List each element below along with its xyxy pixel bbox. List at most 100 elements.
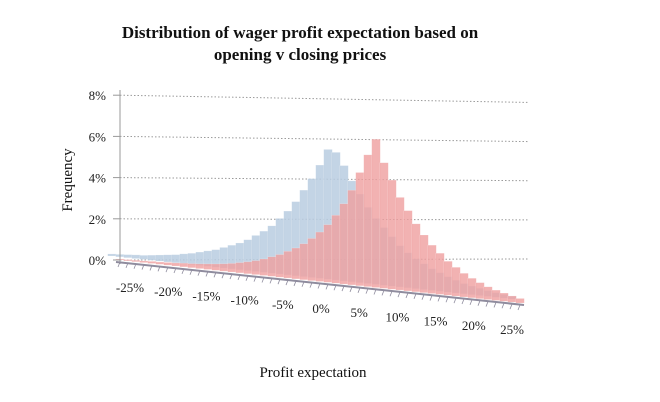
x-tick-mark — [437, 296, 441, 302]
x-tick-mark — [165, 267, 169, 273]
bar — [171, 262, 181, 267]
x-tick-mark — [517, 304, 521, 311]
x-tick-label: 15% — [424, 314, 448, 329]
x-axis-title: Profit expectation — [259, 365, 367, 381]
bar — [187, 253, 197, 265]
bar — [379, 162, 389, 289]
x-tick-mark — [221, 273, 225, 279]
x-tick-mark — [325, 284, 329, 290]
bar — [275, 254, 285, 278]
bar — [203, 263, 213, 270]
gridline — [119, 135, 529, 143]
bar — [123, 259, 133, 262]
x-tick-mark — [117, 261, 121, 268]
x-tick-mark — [149, 265, 153, 271]
bar — [131, 260, 141, 262]
x-tick-label: -25% — [116, 280, 144, 295]
y-axis-title: Frequency — [60, 148, 76, 212]
bar — [179, 253, 189, 264]
x-tick-mark — [197, 270, 201, 276]
bar — [515, 298, 525, 304]
bar — [475, 282, 485, 299]
y-tick-label: 8% — [89, 88, 107, 103]
bar — [315, 231, 325, 282]
bar — [243, 261, 253, 275]
bar — [451, 267, 461, 297]
x-tick-mark — [125, 262, 129, 269]
x-tick-mark — [229, 273, 233, 280]
chart-title-line-2: opening v closing prices — [213, 45, 387, 64]
x-tick-mark — [509, 303, 513, 310]
y-tick-label: 4% — [89, 171, 107, 186]
x-tick-label: -5% — [272, 297, 294, 312]
x-tick-label: 25% — [500, 322, 524, 337]
bar — [171, 254, 181, 264]
x-tick-mark — [493, 302, 497, 308]
x-tick-mark — [381, 290, 385, 296]
x-tick-label: 0% — [312, 301, 330, 316]
x-tick-mark — [157, 266, 161, 272]
x-tick-mark — [301, 281, 305, 287]
x-tick-mark — [141, 264, 145, 270]
bar — [155, 261, 165, 265]
x-tick-mark — [341, 285, 345, 292]
x-tick-mark — [133, 263, 137, 269]
chart-title-line-1: Distribution of wager profit expectation… — [121, 23, 479, 42]
bar — [323, 224, 333, 283]
bar — [163, 262, 173, 266]
bar — [371, 138, 381, 288]
bar — [339, 203, 349, 285]
chart-title: Distribution of wager profit expectation… — [0, 22, 600, 66]
y-tick-label: 2% — [89, 212, 107, 227]
x-tick-mark — [333, 285, 337, 291]
x-tick-mark — [213, 272, 217, 278]
x-tick-label: -20% — [154, 284, 182, 299]
bar — [467, 278, 477, 299]
x-tick-mark — [405, 292, 409, 299]
bar — [355, 172, 365, 287]
bar — [491, 289, 501, 301]
bar — [347, 189, 357, 286]
x-tick-mark — [469, 299, 473, 305]
bar — [419, 234, 429, 293]
x-tick-mark — [421, 294, 425, 300]
bar — [147, 261, 157, 264]
x-tick-mark — [485, 301, 489, 307]
x-tick-mark — [453, 297, 457, 304]
x-tick-label: -15% — [192, 288, 220, 303]
bar — [195, 263, 205, 269]
x-tick-mark — [293, 280, 297, 287]
bar — [387, 179, 397, 290]
gridline — [119, 94, 529, 103]
bar — [179, 262, 189, 268]
bar — [195, 251, 205, 266]
x-tick-mark — [245, 275, 249, 281]
bar — [227, 263, 237, 273]
bar — [107, 253, 117, 257]
x-tick-mark — [357, 287, 361, 293]
axis-layer — [115, 90, 525, 311]
x-tick-mark — [429, 295, 433, 301]
bar — [139, 255, 149, 260]
x-tick-mark — [173, 267, 177, 274]
bar — [363, 154, 373, 287]
bar — [163, 254, 173, 263]
x-tick-mark — [413, 293, 417, 299]
bar — [123, 254, 133, 258]
x-tick-mark — [285, 279, 289, 286]
bar — [331, 214, 341, 284]
x-tick-mark — [317, 283, 321, 289]
x-tick-mark — [477, 300, 481, 306]
bar — [283, 251, 293, 279]
bar — [251, 260, 261, 275]
x-tick-mark — [309, 282, 313, 288]
bar — [307, 238, 317, 281]
bar — [411, 223, 421, 293]
bar — [219, 263, 229, 272]
x-tick-label: 20% — [462, 318, 486, 333]
bar — [211, 263, 221, 271]
x-tick-mark — [181, 268, 185, 275]
bar — [291, 247, 301, 280]
